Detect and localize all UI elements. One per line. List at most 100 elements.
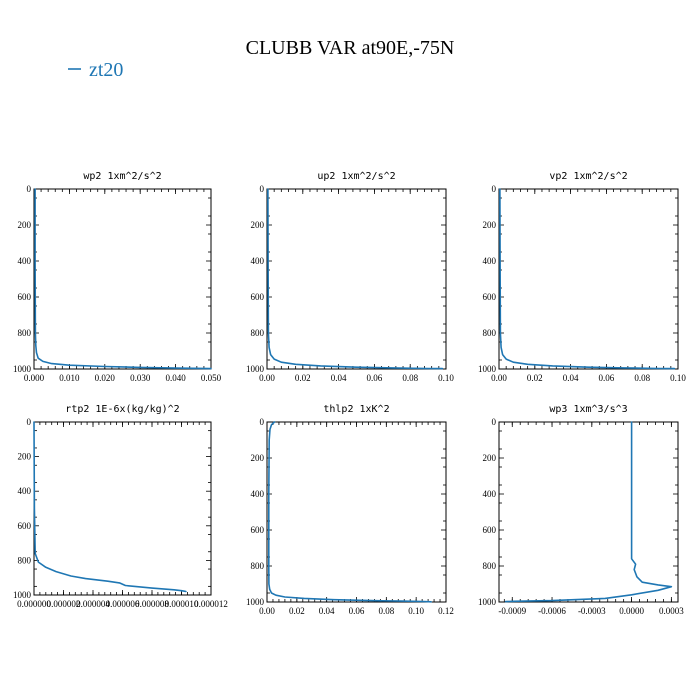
legend-label: zt20 bbox=[89, 59, 123, 81]
y-tick-label: 400 bbox=[18, 486, 32, 496]
x-tick-label: 0.04 bbox=[331, 373, 347, 383]
x-tick-label: 0.00 bbox=[259, 606, 275, 616]
y-tick-label: 200 bbox=[251, 453, 265, 463]
panel-title: wp3 1xm^3/s^3 bbox=[549, 404, 627, 415]
x-tick-label: 0.000002 bbox=[47, 599, 81, 609]
x-tick-label: 0.02 bbox=[289, 606, 305, 616]
y-tick-label: 600 bbox=[483, 525, 497, 535]
y-tick-label: 400 bbox=[18, 256, 32, 266]
figure-title: CLUBB VAR at90E,-75N bbox=[246, 37, 455, 59]
x-tick-label: 0.10 bbox=[670, 373, 686, 383]
y-tick-label: 200 bbox=[483, 220, 497, 230]
series-line-vp2 bbox=[499, 188, 676, 370]
y-tick-label: 800 bbox=[483, 328, 497, 338]
x-tick-label: 0.010 bbox=[59, 373, 80, 383]
x-tick-label: 0.12 bbox=[438, 606, 454, 616]
x-tick-label: 0.000012 bbox=[194, 599, 228, 609]
series-line-up2 bbox=[267, 188, 444, 370]
x-tick-label: 0.0003 bbox=[659, 606, 684, 616]
x-tick-label: 0.06 bbox=[349, 606, 365, 616]
series-line-wp3 bbox=[504, 421, 673, 603]
plot-frame bbox=[266, 421, 447, 603]
series-line-rtp2 bbox=[33, 421, 187, 593]
y-tick-label: 200 bbox=[18, 452, 32, 462]
y-tick-label: 1000 bbox=[13, 590, 32, 600]
y-tick-label: 0 bbox=[260, 184, 265, 194]
y-tick-label: 1000 bbox=[246, 364, 265, 374]
y-tick-label: 800 bbox=[251, 561, 265, 571]
x-tick-label: 0.020 bbox=[95, 373, 116, 383]
x-tick-label: 0.0000 bbox=[619, 606, 644, 616]
y-tick-label: 600 bbox=[251, 525, 265, 535]
legend: zt20 bbox=[68, 59, 123, 81]
y-tick-label: 200 bbox=[251, 220, 265, 230]
y-tick-label: 0 bbox=[27, 417, 32, 427]
x-tick-label: 0.000004 bbox=[76, 599, 110, 609]
y-tick-label: 600 bbox=[18, 521, 32, 531]
y-tick-label: 0 bbox=[260, 417, 265, 427]
plot-frame bbox=[266, 188, 447, 370]
x-tick-label: -0.0009 bbox=[498, 606, 526, 616]
y-tick-label: 800 bbox=[18, 328, 32, 338]
y-tick-label: 0 bbox=[492, 184, 497, 194]
series-line-wp2 bbox=[34, 188, 212, 370]
x-tick-label: 0.000006 bbox=[106, 599, 140, 609]
plot-frame bbox=[33, 421, 212, 596]
plot-frame bbox=[498, 188, 679, 370]
x-tick-label: 0.00 bbox=[259, 373, 275, 383]
panel-title: vp2 1xm^2/s^2 bbox=[549, 171, 627, 182]
y-tick-label: 400 bbox=[483, 489, 497, 499]
panel-title: rtp2 1E-6x(kg/kg)^2 bbox=[65, 404, 179, 415]
x-tick-label: 0.08 bbox=[402, 373, 418, 383]
y-tick-label: 200 bbox=[18, 220, 32, 230]
x-tick-label: -0.0006 bbox=[538, 606, 566, 616]
y-tick-label: 800 bbox=[18, 555, 32, 565]
y-tick-label: 1000 bbox=[246, 597, 265, 607]
plot-frame bbox=[33, 188, 212, 370]
y-tick-label: 400 bbox=[483, 256, 497, 266]
y-tick-label: 800 bbox=[483, 561, 497, 571]
y-tick-label: 1000 bbox=[478, 597, 497, 607]
panel-title: thlp2 1xK^2 bbox=[323, 404, 389, 415]
y-tick-label: 1000 bbox=[478, 364, 497, 374]
panel-rtp2: rtp2 1E-6x(kg/kg)^2020040060080010000.00… bbox=[13, 404, 228, 609]
x-tick-label: 0.02 bbox=[295, 373, 311, 383]
x-tick-label: 0.08 bbox=[634, 373, 650, 383]
panel-title: up2 1xm^2/s^2 bbox=[317, 171, 395, 182]
x-tick-label: 0.06 bbox=[599, 373, 615, 383]
x-tick-label: 0.04 bbox=[319, 606, 335, 616]
x-tick-label: 0.050 bbox=[201, 373, 222, 383]
x-tick-label: 0.000010 bbox=[165, 599, 199, 609]
x-tick-label: -0.0003 bbox=[578, 606, 606, 616]
y-tick-label: 600 bbox=[18, 292, 32, 302]
x-tick-label: 0.10 bbox=[438, 373, 454, 383]
x-tick-label: 0.02 bbox=[527, 373, 543, 383]
x-tick-label: 0.040 bbox=[165, 373, 186, 383]
y-tick-label: 600 bbox=[251, 292, 265, 302]
plot-frame bbox=[498, 421, 679, 603]
x-tick-label: 0.06 bbox=[367, 373, 383, 383]
x-tick-label: 0.000 bbox=[24, 373, 45, 383]
series-line-thlp2 bbox=[267, 421, 432, 603]
x-tick-label: 0.10 bbox=[408, 606, 424, 616]
x-tick-label: 0.00 bbox=[491, 373, 507, 383]
y-tick-label: 200 bbox=[483, 453, 497, 463]
panel-wp3: wp3 1xm^3/s^3 0 200 400 600 800 1000-0.0009 -0.… bbox=[478, 404, 684, 616]
x-tick-label: 0.030 bbox=[130, 373, 151, 383]
y-tick-label: 0 bbox=[27, 184, 32, 194]
y-tick-label: 400 bbox=[251, 256, 265, 266]
y-tick-label: 600 bbox=[483, 292, 497, 302]
x-tick-label: 0.08 bbox=[378, 606, 394, 616]
panel-title: wp2 1xm^2/s^2 bbox=[83, 171, 161, 182]
y-tick-label: 0 bbox=[492, 417, 497, 427]
x-tick-label: 0.04 bbox=[563, 373, 579, 383]
x-tick-label: 0.000000 bbox=[17, 599, 51, 609]
y-tick-label: 1000 bbox=[13, 364, 32, 374]
y-tick-label: 800 bbox=[251, 328, 265, 338]
